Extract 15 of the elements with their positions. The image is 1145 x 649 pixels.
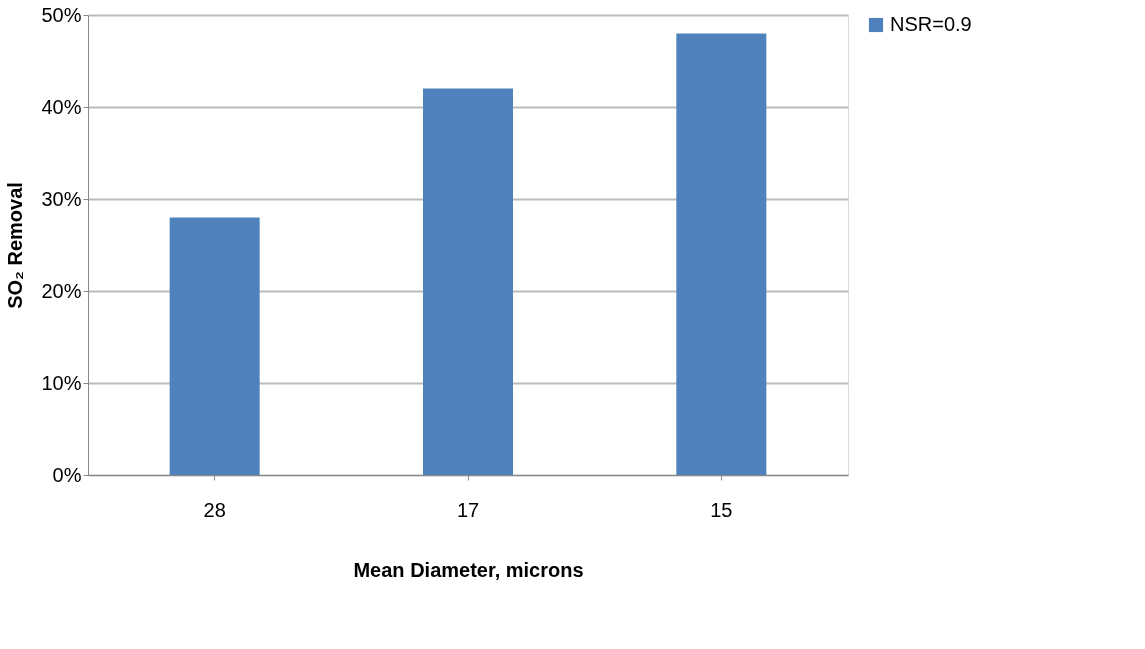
y-axis-title: SO₂ Removal	[4, 182, 27, 309]
bar	[423, 88, 513, 475]
legend-label: NSR=0.9	[890, 13, 972, 35]
y-tick-label: 30%	[41, 187, 82, 210]
x-tick-label: 17	[456, 498, 480, 521]
x-tick-label: 15	[710, 498, 733, 521]
x-axis-title: Mean Diameter, microns	[353, 558, 584, 581]
bar	[169, 217, 260, 475]
y-tick-label: 50%	[41, 3, 82, 26]
y-tick-label: 10%	[41, 371, 82, 394]
y-tick-label: 40%	[41, 95, 82, 118]
x-tick-label: 28	[203, 498, 226, 521]
y-tick-label: 0%	[52, 463, 82, 486]
y-tick-label: 20%	[41, 279, 82, 302]
bar	[676, 33, 767, 475]
